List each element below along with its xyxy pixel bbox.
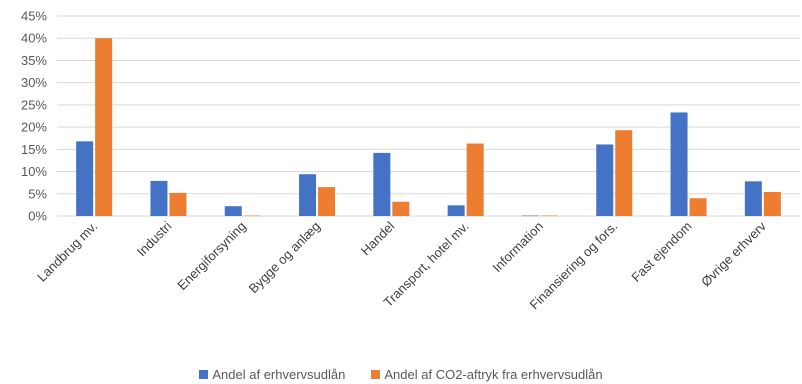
bar-lending-7 bbox=[596, 144, 614, 216]
y-tick-label-5: 25% bbox=[21, 97, 47, 112]
legend-swatch-co2 bbox=[371, 369, 381, 379]
x-category-label-2: Energiforsyning bbox=[174, 219, 248, 293]
bar-co2-4 bbox=[392, 201, 410, 216]
y-axis-ticks: 0% 5% 10% 15% 20% 25% 30% 35% 40% 45% bbox=[21, 9, 47, 224]
bar-co2-8 bbox=[689, 198, 707, 216]
x-category-label-3: Bygge og anlæg bbox=[246, 219, 324, 297]
bars bbox=[76, 38, 781, 217]
bar-co2-6 bbox=[540, 215, 558, 217]
legend-swatch-lending bbox=[199, 369, 209, 379]
bar-co2-7 bbox=[615, 130, 633, 216]
y-tick-label-2: 10% bbox=[21, 164, 47, 179]
bar-co2-3 bbox=[318, 187, 336, 216]
bar-co2-9 bbox=[763, 192, 781, 216]
x-category-label-8: Fast ejendom bbox=[628, 219, 694, 285]
bar-lending-5 bbox=[447, 205, 465, 216]
y-tick-label-1: 5% bbox=[28, 186, 47, 201]
bar-chart: 0% 5% 10% 15% 20% 25% 30% 35% 40% 45% Landbrug mv… bbox=[21, 9, 800, 312]
y-tick-label-8: 40% bbox=[21, 31, 47, 46]
x-category-label-0: Landbrug mv. bbox=[34, 219, 100, 285]
bar-co2-1 bbox=[169, 192, 187, 216]
bar-lending-3 bbox=[299, 174, 317, 216]
bar-lending-4 bbox=[373, 152, 391, 216]
y-tick-label-9: 45% bbox=[21, 9, 47, 24]
y-tick-label-6: 30% bbox=[21, 75, 47, 90]
legend-label-lending: Andel af erhvervsudlån bbox=[212, 366, 346, 382]
x-category-label-9: Øvrige erhverv bbox=[698, 218, 769, 289]
bar-lending-0 bbox=[76, 141, 94, 216]
y-tick-label-7: 35% bbox=[21, 53, 47, 68]
bar-lending-1 bbox=[150, 180, 168, 216]
bar-co2-5 bbox=[466, 143, 484, 216]
bar-co2-0 bbox=[95, 38, 113, 216]
x-category-label-1: Industri bbox=[134, 218, 175, 259]
gridlines bbox=[57, 15, 800, 217]
bar-lending-6 bbox=[521, 215, 539, 217]
x-axis-categories: Landbrug mv. Industri EnergiforsyningBygge… bbox=[34, 218, 769, 312]
legend-label-co2: Andel af CO2-aftryk fra erhvervsudlån bbox=[384, 366, 603, 382]
x-category-label-6: Information bbox=[489, 219, 546, 276]
y-tick-label-3: 15% bbox=[21, 142, 47, 157]
y-tick-label-0: 0% bbox=[28, 209, 47, 224]
y-tick-label-4: 20% bbox=[21, 120, 47, 135]
bar-co2-2 bbox=[243, 215, 261, 217]
bar-lending-2 bbox=[224, 206, 242, 216]
legend-item-lending: Andel af erhvervsudlån bbox=[199, 367, 345, 382]
x-category-label-4: Handel bbox=[358, 218, 398, 258]
legend-item-co2: Andel af CO2-aftryk fra erhvervsudlån bbox=[371, 366, 603, 382]
bar-lending-9 bbox=[744, 181, 762, 216]
legend: Andel af erhvervsudlån Andel af CO2-aftr… bbox=[0, 364, 802, 384]
bar-lending-8 bbox=[670, 112, 688, 216]
